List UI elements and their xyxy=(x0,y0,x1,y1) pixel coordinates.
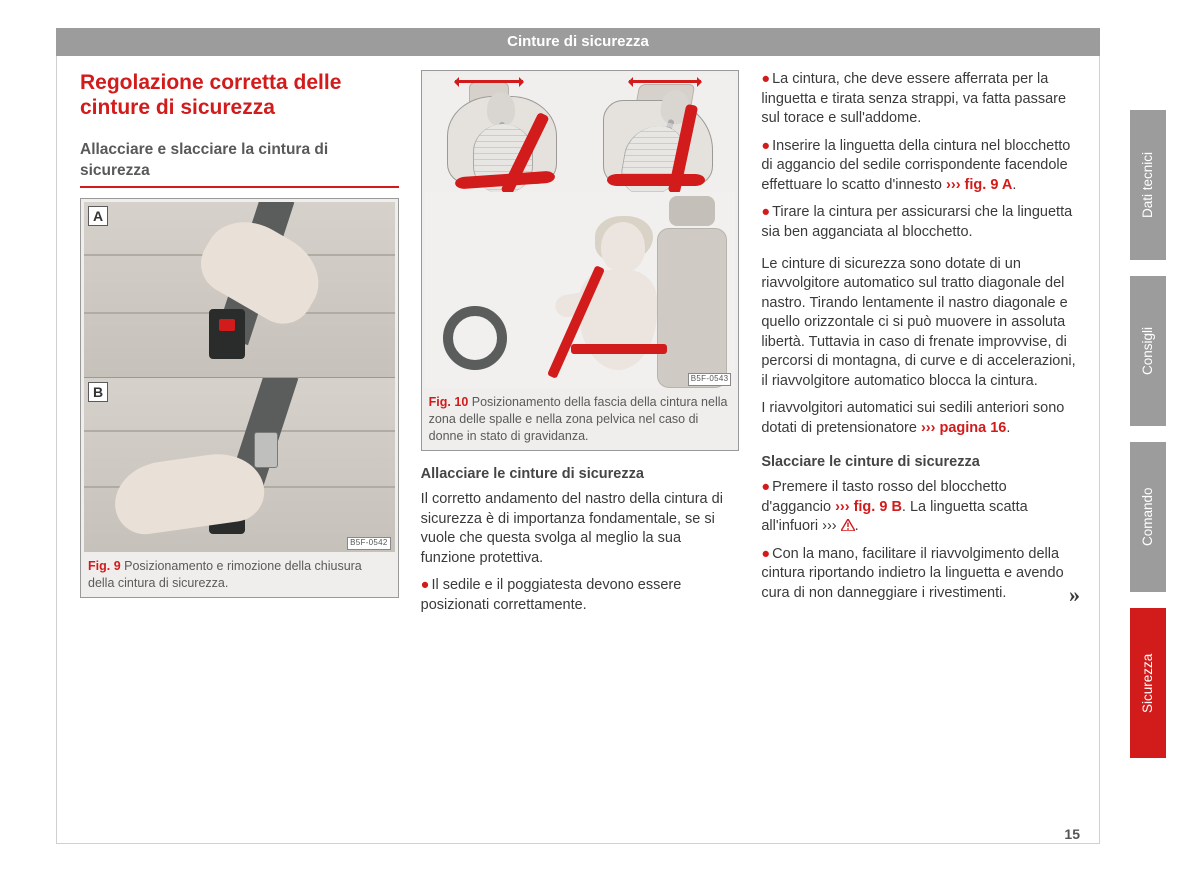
bullet-hand: ●Con la mano, facilitare il riavvolgimen… xyxy=(761,545,1080,604)
bullet-seat-position: ●Il sedile e il poggiatesta devono esser… xyxy=(421,576,740,615)
figure-10-code: B5F-0543 xyxy=(688,373,732,386)
bullet-grab: ●La cintura, che deve essere afferrata p… xyxy=(761,70,1080,129)
subsection-title: Allacciare e slacciare la cintura di sic… xyxy=(80,140,399,188)
figure-10-illustration: B5F-0543 xyxy=(425,74,736,388)
paragraph-pretensioner: I riavvolgitori automatici sui sedili an… xyxy=(761,399,1080,438)
chapter-header: Cinture di sicurezza xyxy=(56,28,1100,56)
figure-9-panel-b: B B5F-0542 xyxy=(84,377,395,552)
column-1: Regolazione corretta delle cinture di si… xyxy=(80,70,399,824)
bullet-insert: ●Inserire la linguetta della cintura nel… xyxy=(761,137,1080,196)
bullet-icon: ● xyxy=(761,204,770,220)
heading-fasten: Allacciare le cinture di sicurezza xyxy=(421,465,740,485)
column-2: B5F-0543 Fig. 10 Posizionamento della fa… xyxy=(421,70,740,824)
figure-10-caption: Fig. 10 Posizionamento della fascia dell… xyxy=(425,388,736,449)
warning-icon xyxy=(841,519,855,531)
side-tabs: Dati tecnici Consigli Comando Sicurezza xyxy=(1130,110,1166,774)
content-area: Regolazione corretta delle cinture di si… xyxy=(80,70,1080,824)
bullet-icon: ● xyxy=(421,577,430,593)
tab-sicurezza[interactable]: Sicurezza xyxy=(1130,608,1166,758)
bullet-pull: ●Tirare la cintura per assicurarsi che l… xyxy=(761,203,1080,242)
figure-10: B5F-0543 Fig. 10 Posizionamento della fa… xyxy=(421,70,740,451)
figure-9: A B B5F-0542 Fig. 9 Posizionamento e rim… xyxy=(80,198,399,598)
crossref-fig9a: ››› fig. 9 A xyxy=(946,177,1012,193)
figure-9-caption: Fig. 9 Posizionamento e rimozione della … xyxy=(84,552,395,596)
tab-consigli[interactable]: Consigli xyxy=(1130,276,1166,426)
tab-dati-tecnici[interactable]: Dati tecnici xyxy=(1130,110,1166,260)
figure-panel-label-a: A xyxy=(88,206,108,226)
bullet-icon: ● xyxy=(761,479,770,495)
column-3: ●La cintura, che deve essere afferrata p… xyxy=(761,70,1080,824)
page-number: 15 xyxy=(1064,825,1080,844)
figure-9-ref: Fig. 9 xyxy=(88,559,121,573)
bullet-icon: ● xyxy=(761,138,770,154)
paragraph-intro: Il corretto andamento del nastro della c… xyxy=(421,490,740,568)
bullet-press: ●Premere il tasto rosso del blocchetto d… xyxy=(761,478,1080,537)
tab-comando[interactable]: Comando xyxy=(1130,442,1166,592)
bullet-icon: ● xyxy=(761,71,770,87)
figure-9-panel-a: A xyxy=(84,202,395,377)
crossref-page16: ››› pagina 16 xyxy=(921,420,1006,436)
figure-10-ref: Fig. 10 xyxy=(429,395,469,409)
continue-icon: » xyxy=(1069,580,1080,610)
figure-panel-label-b: B xyxy=(88,382,108,402)
paragraph-retractor: Le cinture di sicurezza sono dotate di u… xyxy=(761,255,1080,392)
figure-9-code: B5F-0542 xyxy=(347,537,391,550)
bullet-icon: ● xyxy=(761,546,770,562)
heading-unfasten: Slacciare le cinture di sicurezza xyxy=(761,453,1080,473)
section-title: Regolazione corretta delle cinture di si… xyxy=(80,70,399,120)
crossref-fig9b: ››› fig. 9 B xyxy=(835,499,902,515)
